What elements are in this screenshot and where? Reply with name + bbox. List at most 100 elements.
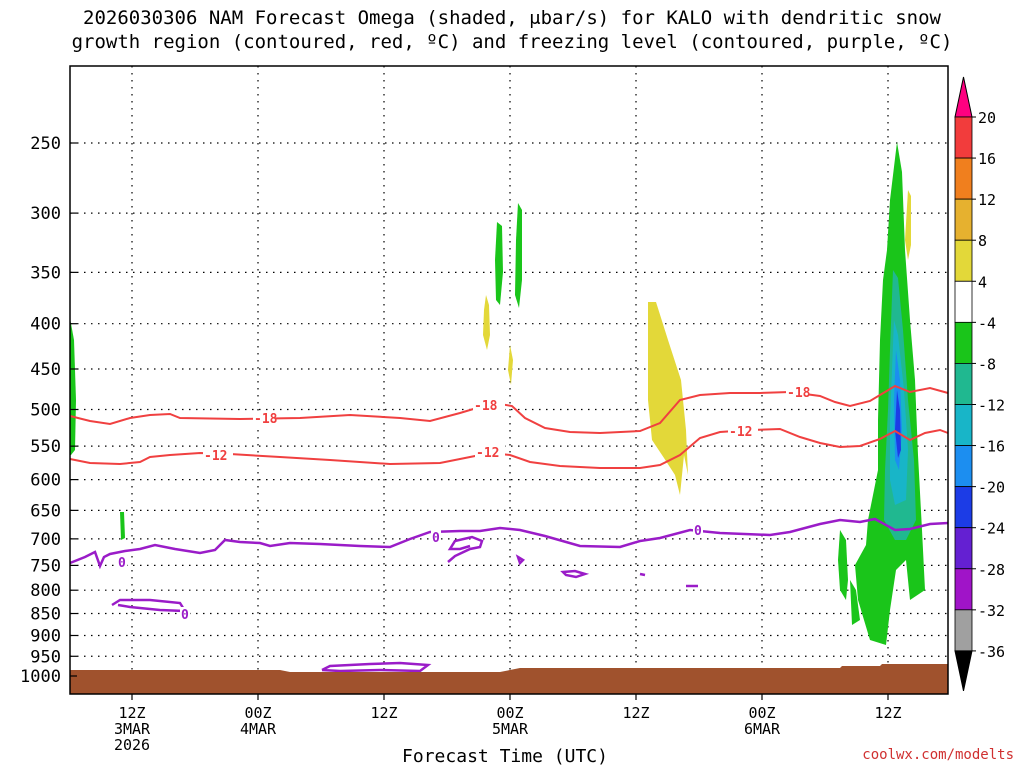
freezing-level-contours xyxy=(69,517,949,673)
plot-frame xyxy=(69,65,949,695)
source-credit: coolwx.com/modelts xyxy=(862,747,1014,763)
colorbar-label: -16 xyxy=(978,438,1005,456)
colorbar-label: -36 xyxy=(978,643,1005,661)
x-tick-label: 12Z xyxy=(118,704,145,722)
y-tick-label: 550 xyxy=(30,437,61,457)
y-tick-label: 900 xyxy=(30,626,61,646)
contour-zero-loop xyxy=(560,569,590,579)
colorbar-label: 20 xyxy=(978,109,996,127)
contour-label: 0 xyxy=(432,531,440,546)
y-tick-label: 700 xyxy=(30,530,61,550)
colorbar-swatch xyxy=(954,239,973,282)
contour-zero-loop xyxy=(447,535,484,563)
colorbar-label: 12 xyxy=(978,191,996,209)
x-tick-label: 00Z xyxy=(496,704,523,722)
x-tick-label: 12Z xyxy=(622,704,649,722)
contour-zero-loop xyxy=(515,554,526,566)
colorbar-label: -28 xyxy=(978,561,1005,579)
y-tick-label: 450 xyxy=(30,360,61,380)
y-tick-label: 750 xyxy=(30,556,61,576)
colorbar-label: 4 xyxy=(978,273,987,291)
y-tick-label: 1000 xyxy=(20,667,61,687)
colorbar-label: -8 xyxy=(978,355,996,373)
contour-label: -18 xyxy=(787,386,811,401)
colorbar-swatch xyxy=(954,157,973,200)
plot-area xyxy=(70,66,948,694)
colorbar-swatch xyxy=(954,568,973,611)
y-tick-label: 500 xyxy=(30,401,61,421)
x-tick-label: 2026 xyxy=(114,736,150,754)
omega-region xyxy=(648,302,688,495)
omega-region xyxy=(905,190,911,260)
omega-region xyxy=(515,203,522,308)
y-tick-label: 250 xyxy=(30,134,61,154)
contour-label: -12 xyxy=(204,449,227,464)
colorbar-swatch xyxy=(954,486,973,529)
colorbar-triangle xyxy=(954,76,973,118)
y-tick-label: 600 xyxy=(30,471,61,491)
colorbar-swatch xyxy=(954,363,973,405)
y-tick-label: 350 xyxy=(30,263,61,283)
contour-label: -12 xyxy=(476,446,499,461)
omega-region xyxy=(895,390,901,458)
y-tick-label: 800 xyxy=(30,581,61,601)
omega-region xyxy=(120,512,125,540)
colorbar-triangle xyxy=(954,650,973,692)
contour-minus12 xyxy=(69,427,949,469)
contour-label: -18 xyxy=(254,412,278,427)
x-tick-label: 00Z xyxy=(748,704,775,722)
x-tick-label: 6MAR xyxy=(744,720,781,738)
title-line-1: 2026030306 NAM Forecast Omega (shaded, μ… xyxy=(83,7,941,29)
omega-region xyxy=(70,318,76,455)
y-tick-label: 950 xyxy=(30,647,61,667)
colorbar-swatch xyxy=(954,609,973,652)
x-tick-label: 00Z xyxy=(244,704,271,722)
contour-label: 0 xyxy=(694,524,702,539)
colorbar-swatch xyxy=(954,321,973,364)
contour-minus18 xyxy=(69,384,949,435)
x-axis-label: Forecast Time (UTC) xyxy=(402,746,608,767)
dgz-contours xyxy=(69,384,949,469)
contour-zero-main xyxy=(69,517,949,570)
x-tick-label: 12Z xyxy=(370,704,397,722)
chart-title: 2026030306 NAM Forecast Omega (shaded, μ… xyxy=(0,6,1024,54)
omega-region xyxy=(495,222,503,305)
colorbar-label: 8 xyxy=(978,232,987,250)
colorbar: 20 16 12 8 4 -4 -8 -12 -16 -20 -24 -28 -32 -36 xyxy=(954,76,1005,692)
y-axis: 2503003504004505005506006507007508008509… xyxy=(20,134,77,687)
y-tick-label: 300 xyxy=(30,204,61,224)
title-line-2: growth region (contoured, red, ºC) and f… xyxy=(71,31,953,53)
contour-label: -18 xyxy=(474,399,498,414)
x-tick-label: 4MAR xyxy=(240,720,277,738)
contour-label: 0 xyxy=(181,608,189,623)
colorbar-label: -20 xyxy=(978,479,1005,497)
y-tick-label: 400 xyxy=(30,315,61,335)
omega-region xyxy=(850,580,860,625)
y-tick-label: 650 xyxy=(30,501,61,521)
y-tick-label: 850 xyxy=(30,605,61,625)
contour-label: 0 xyxy=(118,556,126,571)
colorbar-swatch xyxy=(954,527,973,570)
x-tick-label: 3MAR xyxy=(114,720,151,738)
colorbar-label: -24 xyxy=(978,520,1005,538)
contour-zero-loop xyxy=(321,661,432,673)
omega-region xyxy=(838,530,848,600)
colorbar-swatch xyxy=(954,445,973,488)
contour-labels: -18 -18 -18 -12 -12 -12 0 0 0 0 xyxy=(117,385,811,623)
colorbar-label: 16 xyxy=(978,150,996,168)
x-tick-label: 5MAR xyxy=(492,720,529,738)
surface-terrain xyxy=(70,664,948,694)
x-tick-label: 12Z xyxy=(874,704,901,722)
colorbar-swatch xyxy=(954,404,973,446)
contour-label: -12 xyxy=(729,425,752,440)
omega-region xyxy=(508,345,513,385)
colorbar-swatch xyxy=(954,198,973,241)
omega-region xyxy=(483,295,490,350)
contour-zero-loop xyxy=(639,572,646,577)
colorbar-label: -4 xyxy=(978,314,996,332)
colorbar-swatch xyxy=(954,116,973,159)
colorbar-label: -32 xyxy=(978,602,1005,620)
colorbar-label: -12 xyxy=(978,396,1005,414)
